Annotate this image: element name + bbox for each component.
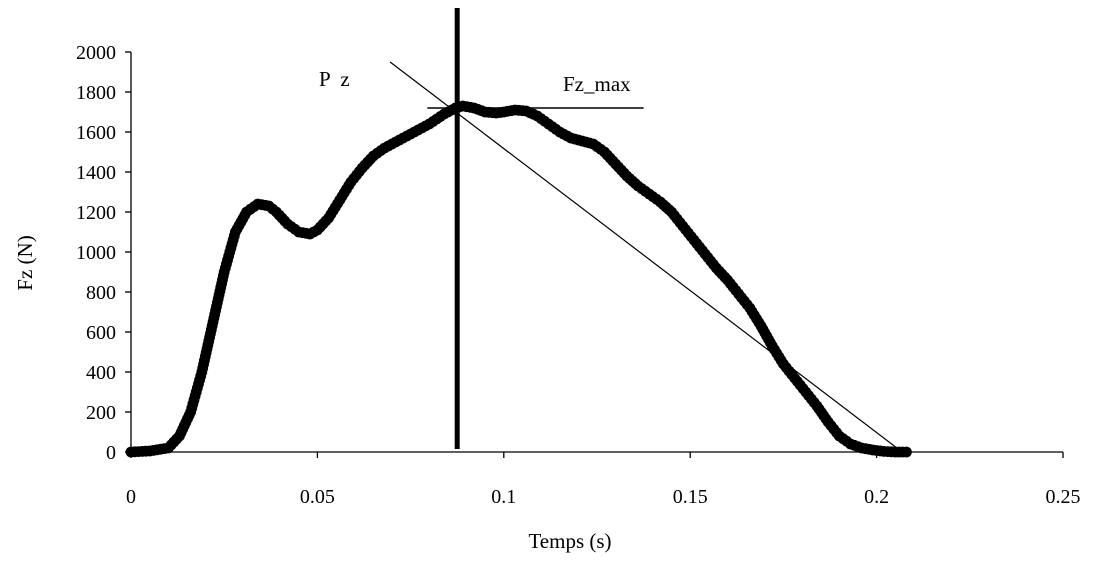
y-tick-label: 200 xyxy=(86,402,116,424)
x-tick-label: 0.05 xyxy=(300,486,335,508)
x-tick-label: 0.15 xyxy=(673,486,708,508)
y-tick-label: 1000 xyxy=(76,242,116,264)
x-ticks: 0 0.05 0.1 0.15 0.2 0.25 xyxy=(126,452,1081,508)
x-tick-label: 0.25 xyxy=(1046,486,1081,508)
label-pz: P z xyxy=(319,67,350,91)
y-ticks: 0 200 400 600 800 1000 1200 1400 1600 1800 2000 xyxy=(76,42,131,464)
y-tick-label: 600 xyxy=(86,322,116,344)
label-fz-max: Fz_max xyxy=(563,72,631,96)
y-tick-label: 400 xyxy=(86,362,116,384)
y-axis-title: Fz (N) xyxy=(13,235,37,290)
data-point xyxy=(901,446,912,458)
y-tick-label: 1200 xyxy=(76,202,116,224)
y-tick-label: 800 xyxy=(86,282,116,304)
x-tick-label: 0 xyxy=(126,486,136,508)
y-tick-label: 1800 xyxy=(76,82,116,104)
x-axis-title: Temps (s) xyxy=(528,529,611,553)
y-tick-label: 1400 xyxy=(76,162,116,184)
slope-annotation-line xyxy=(389,61,902,452)
y-tick-label: 0 xyxy=(106,442,116,464)
data-series xyxy=(125,100,912,458)
y-tick-label: 2000 xyxy=(76,42,116,64)
y-tick-label: 1600 xyxy=(76,122,116,144)
x-tick-label: 0.1 xyxy=(491,486,516,508)
x-tick-label: 0.2 xyxy=(864,486,889,508)
